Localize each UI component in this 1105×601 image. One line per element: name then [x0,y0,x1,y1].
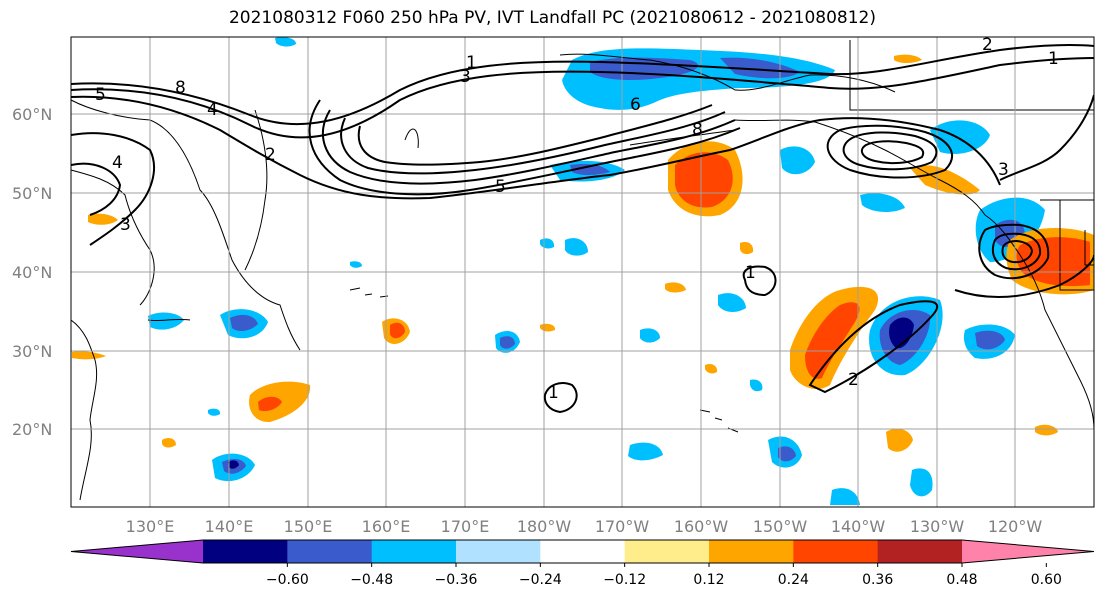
colorbar-bin [793,540,879,563]
lon-label: 130°W [910,517,965,536]
pv-contours [71,44,1094,414]
colorbar-tick-label: −0.48 [350,572,393,588]
contour-label: 8 [692,120,703,140]
colorbar-tick-label: −0.24 [519,572,562,588]
contour-label: 3 [460,67,471,87]
lon-label: 150°E [284,517,333,536]
lon-label: 120°W [988,517,1043,536]
contour-label: 1 [548,383,559,403]
contour-label: 1 [745,263,756,283]
lon-label: 150°W [753,517,808,536]
coastlines [71,40,1094,501]
lon-label: 170°E [441,517,490,536]
contour-label: 1 [466,53,477,73]
contour-label: 2 [982,35,993,55]
contour-labels: 1 3 2 5 8 4 6 8 5 4 3 2 1 1 1 3 2 [95,35,1059,403]
colorbar-bin [371,540,457,563]
contour-label: 2 [848,370,859,390]
lat-label: 30°N [12,342,52,361]
lon-label: 160°W [674,517,729,536]
latitude-labels: 60°N 50°N 40°N 30°N 20°N [12,105,52,439]
colorbar-extend-max [962,540,1094,563]
contour-label: 8 [175,78,186,98]
contour-label: 2 [265,145,276,165]
colorbar-tick-label: 0.12 [693,572,724,588]
lon-label: 170°W [595,517,650,536]
lat-label: 60°N [12,105,52,124]
map-panel: 1 3 2 5 8 4 6 8 5 4 3 2 1 1 1 3 2 [70,35,1095,508]
colorbar-tick-label: −0.12 [603,572,646,588]
colorbar-bin [287,540,373,563]
colorbar-extend-min [71,540,203,563]
contour-label: 6 [630,95,641,115]
lon-label: 180°W [517,517,572,536]
lat-label: 50°N [12,184,52,203]
colorbar-tick-label: 0.36 [862,572,893,588]
contour-label: 3 [120,215,131,235]
colorbar-tick-label: −0.60 [266,572,309,588]
graticule [71,37,1094,507]
contour-label: 3 [998,160,1009,180]
colorbar-tick-label: 0.24 [778,572,809,588]
contour-label: 5 [495,177,506,197]
colorbar-bin [540,540,626,563]
map-title: 2021080312 F060 250 hPa PV, IVT Landfall… [228,8,876,28]
lat-label: 40°N [12,263,52,282]
colorbar-bin [624,540,710,563]
contour-label: 4 [207,100,218,120]
colorbar-bin [456,540,541,563]
lat-label: 20°N [12,420,52,439]
colorbar-bin [203,540,288,563]
lon-label: 140°E [205,517,254,536]
map-frame [70,36,1095,508]
lon-label: 140°W [831,517,886,536]
colorbar-tick-label: −0.36 [435,572,478,588]
lon-label: 160°E [362,517,411,536]
longitude-labels: 130°E 140°E 150°E 160°E 170°E 180°W 170°… [126,517,1043,536]
colorbar-outline [70,539,1095,564]
contour-label: 5 [95,85,106,105]
contour-label: 1 [1048,49,1059,69]
colorbar-tick-label: 0.48 [946,572,977,588]
colorbar: −0.60 −0.48 −0.36 −0.24 −0.12 0.12 0.24 0.36 0.4… [70,539,1095,588]
contour-label: 4 [112,153,123,173]
lon-label: 130°E [126,517,175,536]
colorbar-bin [877,540,963,563]
colorbar-tick-label: 0.60 [1031,572,1062,588]
colorbar-bin [709,540,794,563]
